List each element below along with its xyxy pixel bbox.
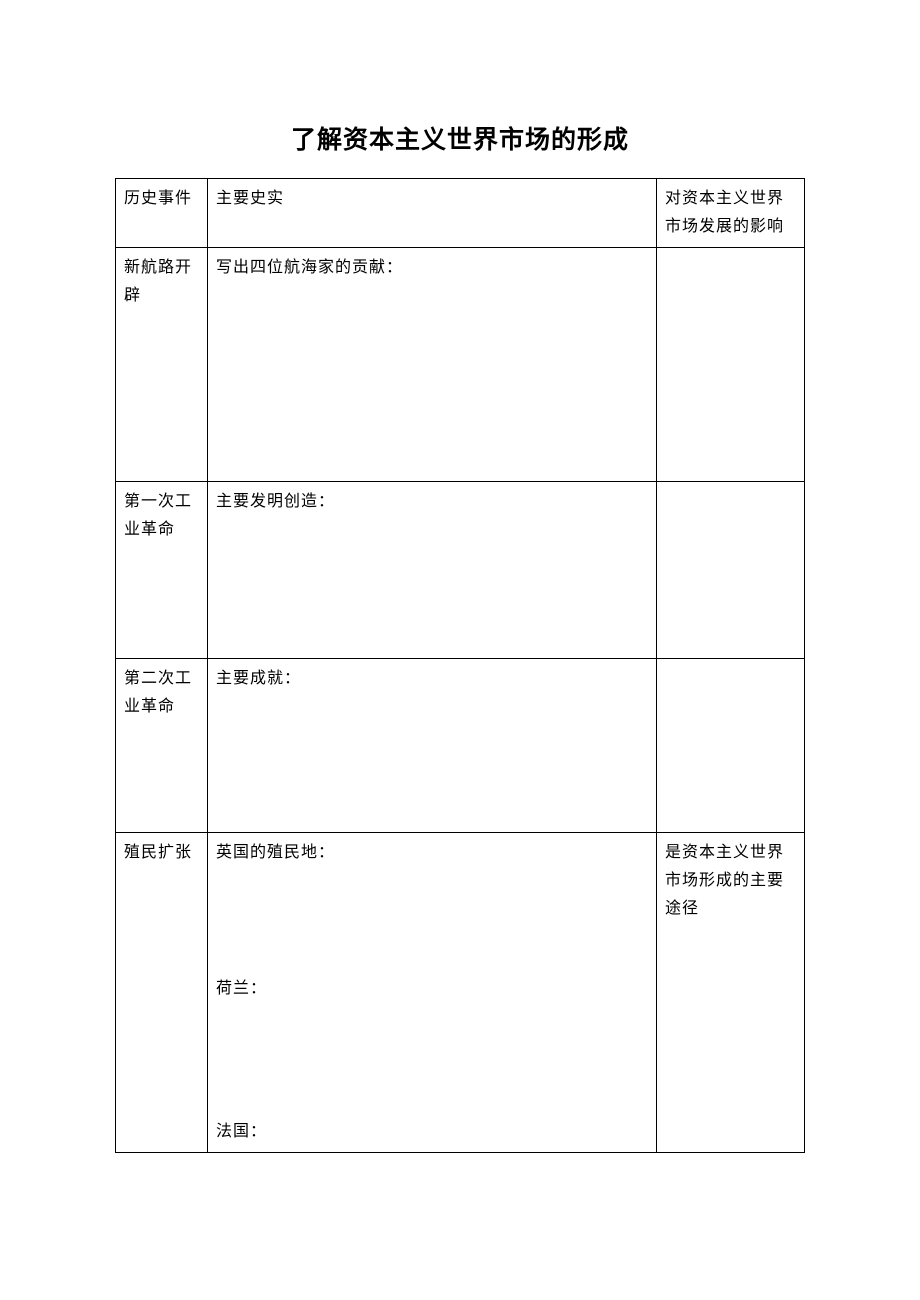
worksheet-table: 历史事件 主要史实 对资本主义世界市场发展的影响 新航路开辟 写出四位航海家的贡… — [115, 178, 805, 1153]
cell-facts-industrial1: 主要发明创造： — [208, 482, 657, 659]
cell-facts-industrial2: 主要成就： — [208, 659, 657, 833]
cell-impact-industrial1 — [657, 482, 805, 659]
cell-event-voyage: 新航路开辟 — [116, 248, 208, 482]
cell-facts-voyage: 写出四位航海家的贡献： — [208, 248, 657, 482]
cell-facts-colonial: 英国的殖民地： 荷兰： 法国： — [208, 833, 657, 1153]
cell-event-industrial1: 第一次工业革命 — [116, 482, 208, 659]
table-row: 第二次工业革命 主要成就： — [116, 659, 805, 833]
cell-event-industrial2: 第二次工业革命 — [116, 659, 208, 833]
header-event: 历史事件 — [116, 179, 208, 248]
header-impact: 对资本主义世界市场发展的影响 — [657, 179, 805, 248]
header-facts: 主要史实 — [208, 179, 657, 248]
cell-event-colonial: 殖民扩张 — [116, 833, 208, 1153]
table-row: 殖民扩张 英国的殖民地： 荷兰： 法国： 是资本主义世界市场形成的主要途径 — [116, 833, 805, 1153]
cell-impact-colonial: 是资本主义世界市场形成的主要途径 — [657, 833, 805, 1153]
table-header-row: 历史事件 主要史实 对资本主义世界市场发展的影响 — [116, 179, 805, 248]
cell-impact-industrial2 — [657, 659, 805, 833]
colonial-france-label: 法国： — [216, 1118, 648, 1146]
page-title: 了解资本主义世界市场的形成 — [115, 120, 805, 156]
table-row: 新航路开辟 写出四位航海家的贡献： — [116, 248, 805, 482]
table-row: 第一次工业革命 主要发明创造： — [116, 482, 805, 659]
colonial-netherlands-label: 荷兰： — [216, 975, 648, 1003]
colonial-britain-label: 英国的殖民地： — [216, 839, 648, 867]
cell-impact-voyage — [657, 248, 805, 482]
